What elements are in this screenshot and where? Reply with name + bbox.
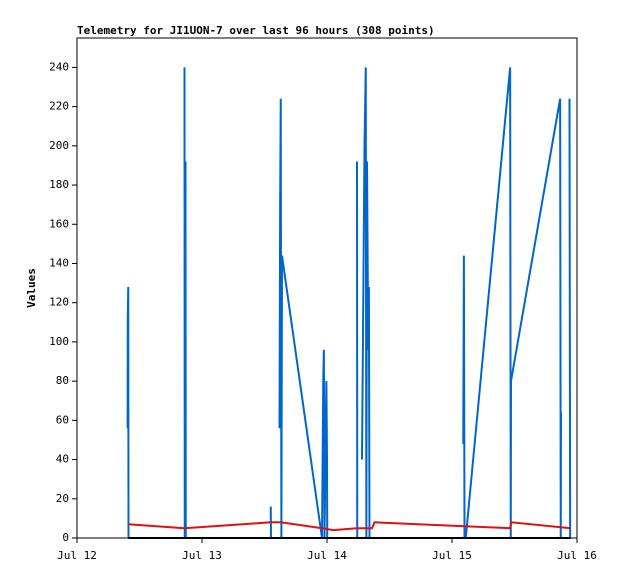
- y-tick-label: 0: [62, 531, 69, 544]
- x-tick-label: Jul 16: [557, 549, 597, 562]
- y-tick-label: 120: [49, 296, 69, 309]
- x-tick-label: Jul 14: [307, 549, 347, 562]
- y-tick-label: 200: [49, 139, 69, 152]
- y-tick-label: 240: [49, 60, 69, 73]
- chart-title: Telemetry for JI1UON-7 over last 96 hour…: [77, 24, 435, 37]
- y-tick-label: 140: [49, 256, 69, 269]
- x-tick-label: Jul 12: [57, 549, 97, 562]
- y-tick-label: 100: [49, 335, 69, 348]
- y-axis-label: Values: [25, 268, 38, 308]
- series-line: [128, 521, 571, 532]
- x-tick-label: Jul 15: [432, 549, 472, 562]
- y-tick-label: 80: [56, 374, 69, 387]
- y-tick-label: 220: [49, 100, 69, 113]
- y-tick-label: 20: [56, 492, 69, 505]
- y-tick-label: 60: [56, 413, 69, 426]
- series-line: [126, 67, 572, 539]
- y-tick-label: 40: [56, 453, 69, 466]
- y-tick-label: 160: [49, 217, 69, 230]
- x-tick-label: Jul 13: [182, 549, 222, 562]
- y-tick-label: 180: [49, 178, 69, 191]
